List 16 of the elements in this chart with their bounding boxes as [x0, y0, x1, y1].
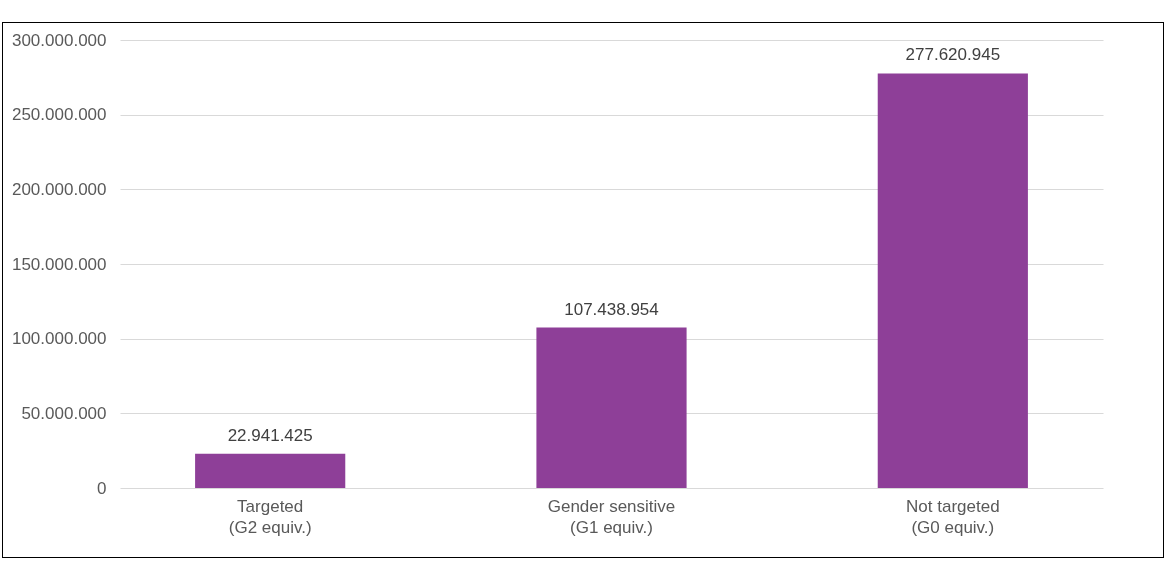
y-tick-label: 50.000.000 — [21, 403, 107, 423]
bar — [877, 73, 1028, 488]
y-tick-label: 0 — [97, 478, 107, 498]
data-label: 22.941.425 — [227, 425, 313, 445]
y-tick-label: 300.000.000 — [11, 30, 107, 50]
y-tick-label: 250.000.000 — [11, 105, 107, 125]
x-tick-label: Targeted (G2 equiv.) — [228, 496, 312, 537]
data-label: 277.620.945 — [905, 45, 1001, 65]
x-tick-label: Gender sensitive (G1 equiv.) — [547, 496, 676, 537]
y-tick-label: 100.000.000 — [11, 329, 107, 349]
x-tick-label: Not targeted (G0 equiv.) — [906, 496, 1000, 537]
y-tick-label: 200.000.000 — [11, 179, 107, 199]
bar — [536, 327, 687, 488]
bar — [195, 453, 346, 488]
data-label: 107.438.954 — [564, 299, 659, 319]
y-tick-label: 150.000.000 — [11, 254, 107, 274]
